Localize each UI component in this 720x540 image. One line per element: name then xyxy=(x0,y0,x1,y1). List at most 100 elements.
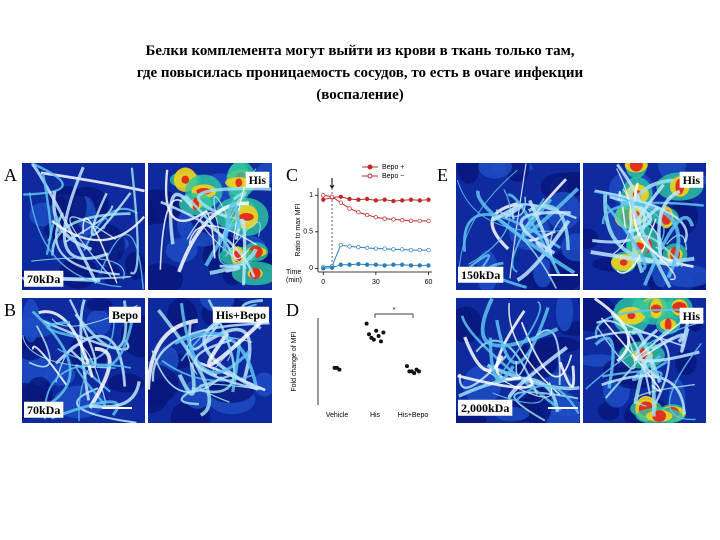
image-label: 70kDa xyxy=(27,272,60,286)
leak-blob xyxy=(619,259,628,266)
micrograph xyxy=(148,298,272,423)
vessel xyxy=(160,200,256,278)
vessel xyxy=(50,400,120,420)
vessel xyxy=(62,166,109,260)
x-tick-label: His xyxy=(370,412,381,419)
image-label: His xyxy=(683,173,701,187)
vessel xyxy=(515,349,533,377)
data-point xyxy=(426,263,431,268)
data-point xyxy=(347,196,352,202)
vessel xyxy=(604,328,670,399)
tissue-patch xyxy=(253,372,272,397)
y-axis-label: Fold change of MFI xyxy=(291,331,298,391)
data-point xyxy=(417,198,422,203)
vessel xyxy=(495,306,550,365)
vessel xyxy=(198,383,262,403)
vessel xyxy=(488,337,515,382)
vessel xyxy=(151,350,223,394)
panel-letter: E xyxy=(437,165,448,185)
significance-label: * xyxy=(393,307,396,314)
vessel xyxy=(657,189,681,264)
panel-letter: A xyxy=(4,165,17,185)
image-label: His+Bepo xyxy=(216,308,266,322)
x-tick-label: 30 xyxy=(372,279,380,286)
legend-label: Bepo − xyxy=(382,173,404,180)
tissue-patch xyxy=(86,309,111,336)
vessel xyxy=(601,201,704,225)
leak-blob xyxy=(181,175,190,184)
label-box xyxy=(24,270,64,287)
panel-letter: C xyxy=(286,165,298,185)
data-point xyxy=(338,194,343,199)
tissue-patch xyxy=(148,364,179,405)
vessel xyxy=(159,199,183,270)
leak-blob xyxy=(650,304,662,313)
vessel xyxy=(177,362,196,396)
vessel xyxy=(492,392,545,404)
label-box xyxy=(24,401,64,418)
vessel xyxy=(186,335,253,375)
vessel xyxy=(585,320,705,390)
significance-bracket xyxy=(374,313,414,318)
data-point xyxy=(376,334,381,339)
vessel xyxy=(202,327,252,382)
vessel xyxy=(191,299,236,394)
vessel xyxy=(90,192,132,237)
label-box xyxy=(458,399,513,416)
vessel xyxy=(68,299,97,369)
y-axis-label: Ratio to max MFI xyxy=(295,203,302,256)
vessel xyxy=(219,264,241,273)
vessel xyxy=(558,361,576,388)
label-box xyxy=(679,171,704,188)
micrograph xyxy=(456,163,580,290)
data-point xyxy=(417,369,421,374)
vessel xyxy=(458,169,518,273)
vessel xyxy=(527,204,570,251)
label-box xyxy=(679,307,704,324)
vessel xyxy=(531,329,561,385)
vessel xyxy=(41,172,52,242)
tissue-patch xyxy=(86,298,113,312)
image-label: His xyxy=(249,173,267,187)
vessel xyxy=(519,210,571,255)
vessel xyxy=(600,317,661,392)
title-line: (воспаление) xyxy=(316,87,403,103)
tissue-patch xyxy=(125,251,145,280)
data-point xyxy=(412,371,417,376)
data-point xyxy=(391,198,396,204)
data-point xyxy=(364,212,370,218)
vessel xyxy=(164,169,208,222)
vessel xyxy=(603,202,647,271)
data-point xyxy=(329,194,335,199)
vessel xyxy=(38,310,94,378)
data-point xyxy=(329,265,335,270)
micrograph xyxy=(148,163,272,290)
data-point xyxy=(356,245,361,250)
data-point xyxy=(373,198,379,203)
data-point xyxy=(381,330,386,335)
image-label: Bepo xyxy=(112,308,138,322)
vessel xyxy=(601,374,686,415)
data-point xyxy=(364,321,369,326)
vessel xyxy=(651,333,686,351)
vessel xyxy=(168,192,194,245)
micrograph xyxy=(583,163,706,290)
vessel xyxy=(23,163,64,196)
data-point xyxy=(373,246,379,251)
legend-marker xyxy=(367,173,373,179)
leak-blob xyxy=(629,163,643,172)
leak-blob xyxy=(664,318,672,331)
x-tick-label: Vehicle xyxy=(326,412,349,419)
data-point xyxy=(417,218,422,224)
vessel xyxy=(592,163,646,244)
vessel xyxy=(222,201,242,252)
tissue-patch xyxy=(22,298,40,343)
title-line: где повысилась проницаемость сосудов, то… xyxy=(137,65,584,81)
image-label: His xyxy=(683,309,701,323)
data-point xyxy=(382,197,387,202)
vessel xyxy=(513,391,579,422)
vessel xyxy=(468,188,511,265)
vessel xyxy=(456,179,564,232)
vessel xyxy=(668,342,702,421)
data-point xyxy=(373,262,379,267)
